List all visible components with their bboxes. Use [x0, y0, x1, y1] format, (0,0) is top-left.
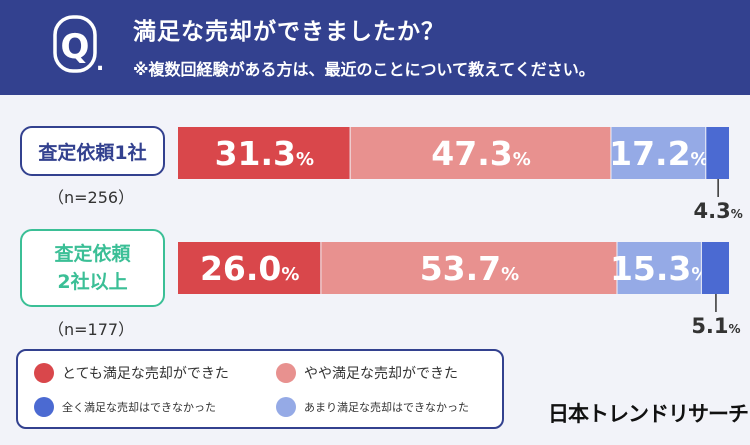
group-label-single: 査定依頼1社: [20, 126, 165, 176]
q-dot: .: [96, 51, 104, 76]
group-label-multiple: 査定依頼 2社以上: [20, 229, 165, 307]
q-badge-icon: Q .: [53, 15, 104, 76]
bar-segment: [701, 242, 729, 294]
legend-label: あまり満足な売却はできなかった: [304, 401, 469, 414]
data-label: 5.1%: [691, 314, 740, 338]
sample-size-multiple: （n=177）: [48, 320, 135, 339]
legend: とても満足な売却ができた やや満足な売却ができた 全く満足な売却はできなかった …: [16, 349, 504, 429]
group-label-line: 査定依頼: [54, 243, 131, 265]
q-letter: Q: [61, 27, 90, 67]
legend-swatch: [34, 397, 54, 417]
question-title: 満足な売却ができましたか？: [133, 19, 445, 45]
data-label: 53.7%: [420, 249, 519, 288]
bar-segment: [321, 242, 617, 294]
question-header: Q . 満足な売却ができましたか？ ※複数回経験がある方は、最近のことについて教…: [0, 0, 750, 95]
bar-segment: [178, 242, 321, 294]
bar-segment: [611, 127, 706, 179]
legend-swatch: [276, 397, 296, 417]
bar-segment: [350, 127, 611, 179]
data-label: 26.0%: [200, 249, 299, 288]
legend-swatch: [276, 363, 296, 383]
legend-item-not-at-all-satisfied: 全く満足な売却はできなかった: [34, 397, 216, 417]
group-label-line: 査定依頼1社: [38, 141, 147, 164]
group-label-line: 2社以上: [57, 271, 128, 293]
legend-label: とても満足な売却ができた: [62, 366, 229, 382]
data-label: 31.3%: [215, 134, 314, 173]
bar-segment: [617, 242, 701, 294]
bar-segment: [178, 127, 350, 179]
legend-item-very-satisfied: とても満足な売却ができた: [34, 363, 229, 383]
legend-swatch: [34, 363, 54, 383]
sample-size-single: （n=256）: [48, 188, 135, 207]
bar-segment: [706, 127, 729, 179]
data-label: 47.3%: [431, 134, 530, 173]
legend-item-somewhat-satisfied: やや満足な売却ができた: [276, 363, 458, 383]
legend-label: やや満足な売却ができた: [304, 366, 458, 382]
data-label: 17.2%: [609, 134, 708, 173]
question-subtitle: ※複数回経験がある方は、最近のことについて教えてください。: [133, 60, 595, 79]
brand-logo: 日本トレンドリサーチ: [548, 402, 749, 426]
data-label: 4.3%: [694, 199, 743, 223]
legend-item-not-very-satisfied: あまり満足な売却はできなかった: [276, 397, 469, 417]
legend-label: 全く満足な売却はできなかった: [62, 401, 216, 414]
data-label: 15.3%: [610, 249, 709, 288]
